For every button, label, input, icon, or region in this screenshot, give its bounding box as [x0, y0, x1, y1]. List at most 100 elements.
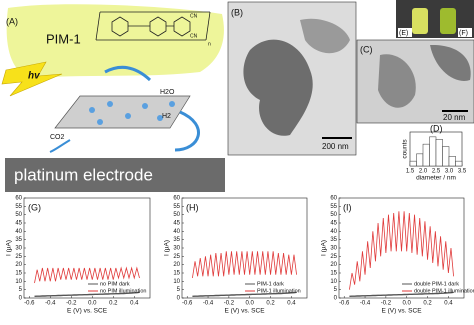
panel-label: (G): [28, 202, 41, 212]
y-tick-label: 0: [334, 296, 338, 302]
y-tick-label: 45: [330, 221, 337, 227]
x-tick-label: 0.2: [109, 301, 118, 307]
y-tick-label: 15: [330, 271, 337, 277]
y-tick-label: 0: [177, 296, 181, 302]
light-bolt: [1, 61, 63, 97]
y-tick-label: 50: [173, 212, 180, 218]
y-tick-label: 55: [173, 204, 180, 210]
y-tick-label: 10: [15, 279, 22, 285]
particle: [378, 54, 416, 108]
graphene-sheet: [54, 95, 191, 129]
panel-label: (H): [186, 202, 199, 212]
x-tick-label: 0.0: [403, 301, 412, 307]
y-tick-label: 60: [15, 196, 22, 202]
scale-bar: [442, 110, 468, 112]
y-tick-label: 35: [330, 237, 337, 243]
plot-frame: [23, 197, 151, 299]
particle: [430, 44, 471, 81]
label-box: [458, 28, 472, 37]
polymer-blob: [6, 4, 224, 79]
label-box: [398, 28, 412, 37]
y-tick-label: 40: [330, 229, 337, 235]
legend-label: double PIM-1 dark: [414, 281, 459, 287]
particle: [300, 18, 350, 54]
y-tick-label: 5: [334, 287, 338, 293]
x-tick-label: -0.4: [45, 301, 56, 307]
x-axis-label: E (V) vs. SCE: [224, 308, 265, 315]
y-axis-label: I (μA): [321, 240, 328, 256]
y-tick-label: 50: [15, 212, 22, 218]
series-line: [192, 251, 297, 279]
arrow: [49, 139, 71, 153]
polymer-name: PIM-1: [46, 31, 81, 46]
y-tick-label: 20: [15, 262, 22, 268]
x-tick-label: 0.4: [130, 301, 139, 307]
panel-label: (E): [399, 30, 408, 37]
series-line: [34, 291, 140, 298]
y-tick-label: 35: [15, 237, 22, 243]
electrode: [5, 158, 225, 192]
scale-label: 200 nm: [322, 142, 349, 151]
y-tick-label: 25: [173, 254, 180, 260]
y-tick-label: 0: [19, 296, 23, 302]
bar: [416, 153, 424, 167]
catalyst-dots: [89, 101, 175, 125]
x-tick-label: 2.0: [419, 169, 428, 175]
vial: [440, 8, 456, 34]
cn-label: CN: [190, 13, 198, 19]
legend-label: PIM-1 illumination: [257, 288, 301, 294]
x-tick-label: 0.0: [88, 301, 97, 307]
x-tick-label: -0.4: [203, 301, 214, 307]
y-tick-label: 25: [330, 254, 337, 260]
y-axis-label: I (μA): [6, 240, 13, 256]
bar: [448, 156, 456, 167]
y-tick-label: 25: [15, 254, 22, 260]
x-tick-label: 3.0: [445, 169, 454, 175]
bar: [429, 136, 437, 167]
panel-label: (D): [430, 123, 443, 133]
series-line: [34, 266, 140, 284]
series-line: [192, 291, 297, 298]
y-tick-label: 5: [177, 287, 181, 293]
x-tick-label: 2.5: [432, 169, 441, 175]
y-tick-label: 40: [15, 229, 22, 235]
panel-label: (C): [360, 44, 373, 54]
particle: [243, 39, 313, 136]
legend-label: no PIM dark: [100, 281, 130, 287]
x-tick-label: -0.6: [339, 301, 350, 307]
bar: [442, 146, 450, 167]
y-tick-label: 20: [173, 262, 180, 268]
x-tick-label: -0.6: [182, 301, 193, 307]
hydrogen-label: H2: [162, 113, 171, 120]
bar: [435, 139, 443, 167]
y-tick-label: 15: [173, 271, 180, 277]
x-tick-label: 0.2: [423, 301, 432, 307]
bar: [455, 160, 463, 167]
panel-label: (I): [343, 202, 352, 212]
y-tick-label: 10: [173, 279, 180, 285]
x-tick-label: 3.5: [458, 169, 467, 175]
y-tick-label: 55: [330, 204, 337, 210]
y-tick-label: 40: [173, 229, 180, 235]
x-axis-label: E (V) vs. SCE: [67, 308, 108, 315]
arrow: [104, 65, 152, 82]
y-tick-label: 35: [173, 237, 180, 243]
x-axis-label: diameter / nm: [416, 175, 456, 182]
panel-label: (F): [459, 30, 468, 37]
legend-label: no PIM illumination: [100, 288, 146, 294]
light-label: hv: [28, 71, 41, 82]
y-axis-label: counts: [402, 139, 409, 159]
bar: [422, 143, 430, 167]
y-tick-label: 20: [330, 262, 337, 268]
water-label: H2O: [160, 89, 175, 96]
y-tick-label: 45: [15, 221, 22, 227]
x-tick-label: 1.5: [406, 169, 415, 175]
x-tick-label: 0.4: [287, 301, 296, 307]
x-tick-label: -0.6: [24, 301, 35, 307]
x-tick-label: 0.2: [266, 301, 275, 307]
y-tick-label: 30: [173, 246, 180, 252]
electrode-label: platinum electrode: [14, 165, 153, 184]
legend-label: PIM-1 dark: [257, 281, 284, 287]
panel-label: (A): [6, 16, 18, 26]
